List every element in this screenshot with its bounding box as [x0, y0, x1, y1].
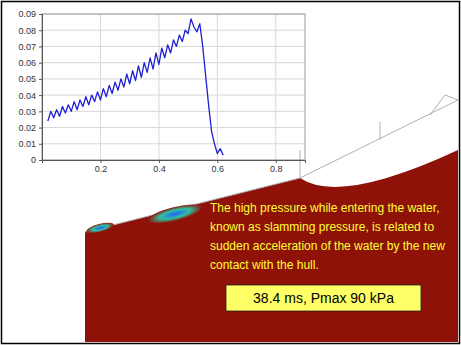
- tick-label: 0.6: [212, 164, 225, 174]
- axis-line: [43, 161, 306, 164]
- tick: 0.03: [18, 107, 42, 117]
- annotation: The high pressure while entering the wat…: [210, 201, 445, 272]
- hull-panel: [300, 95, 458, 178]
- grid-line: [217, 14, 218, 160]
- tick-label: 0.08: [18, 26, 36, 36]
- tick-mark: [159, 160, 160, 163]
- grid-line: [42, 111, 305, 112]
- tick-label: 0.03: [18, 107, 36, 117]
- tick-label: 0.05: [18, 74, 36, 84]
- tick-label: 0.07: [18, 42, 36, 52]
- tick-mark: [39, 160, 42, 161]
- tick-mark: [39, 63, 42, 64]
- tick-mark: [39, 111, 42, 112]
- tick-label: 0.8: [270, 164, 283, 174]
- tick-label: 0.4: [153, 164, 166, 174]
- tick-mark: [39, 144, 42, 145]
- tick: 0.07: [18, 42, 42, 52]
- tick-label: 0.04: [18, 90, 36, 100]
- pressure-line: [48, 19, 223, 155]
- tick-label: 0.09: [18, 9, 36, 19]
- tick-mark: [39, 30, 42, 31]
- hull-line: [85, 100, 458, 232]
- grid-line: [42, 62, 305, 63]
- tick-mark: [39, 46, 42, 47]
- grid-line: [42, 95, 305, 96]
- x-axis: 0.2 0.4 0.6 0.8: [43, 160, 306, 174]
- tick: 0.2: [95, 160, 108, 174]
- time-pressure-label: 38.4 ms, Pmax 90 kPa: [253, 290, 394, 306]
- grid-line: [100, 14, 101, 160]
- tick-mark: [39, 14, 42, 15]
- grid-line: [42, 46, 305, 47]
- pressure-contour: [146, 200, 204, 227]
- tick: 0: [31, 155, 42, 165]
- tick-label: 0.06: [18, 58, 36, 68]
- water: [85, 150, 458, 342]
- canvas: 0.2 0.4 0.6 0.8 0 0.01 0.02 0.03 0.04 0.05 0.06 0.0…: [0, 0, 461, 345]
- grid: [42, 14, 305, 160]
- grid-line: [42, 143, 305, 144]
- tick-mark: [39, 79, 42, 80]
- tick: 0.08: [18, 26, 42, 36]
- pressure-contour: [85, 221, 114, 236]
- tick-mark: [217, 160, 218, 163]
- label-box: [226, 285, 421, 311]
- tick: 0.04: [18, 90, 42, 100]
- tick: 0.4: [153, 160, 166, 174]
- background: [0, 0, 461, 345]
- tick: 0.8: [270, 160, 283, 174]
- tick-mark: [276, 160, 277, 163]
- tick-mark: [39, 128, 42, 129]
- tick: 0.6: [212, 160, 225, 174]
- axis-line: [39, 15, 43, 161]
- tick: 0.02: [18, 123, 42, 133]
- plot-frame: [42, 14, 305, 160]
- tick-label: 0.2: [95, 164, 108, 174]
- tick: 0.01: [18, 139, 42, 149]
- scene: [0, 0, 461, 345]
- grid-line: [42, 30, 305, 31]
- plot-area: [48, 19, 223, 155]
- chart: 0.2 0.4 0.6 0.8 0 0.01 0.02 0.03 0.04 0.05 0.06 0.0…: [18, 9, 305, 174]
- grid-line: [42, 78, 305, 79]
- tick-mark: [39, 95, 42, 96]
- frame: [2, 2, 460, 344]
- tick: 0.05: [18, 74, 42, 84]
- tick-label: 0.01: [18, 139, 36, 149]
- tick: 0.06: [18, 58, 42, 68]
- y-axis: 0 0.01 0.02 0.03 0.04 0.05 0.06 0.07 0.08 0.09: [18, 9, 42, 165]
- tick-label: 0: [31, 155, 36, 165]
- tick: 0.09: [18, 9, 42, 19]
- tick-mark: [100, 160, 101, 163]
- grid-line: [42, 127, 305, 128]
- grid-line: [275, 14, 276, 160]
- tick-label: 0.02: [18, 123, 36, 133]
- grid-line: [158, 14, 159, 160]
